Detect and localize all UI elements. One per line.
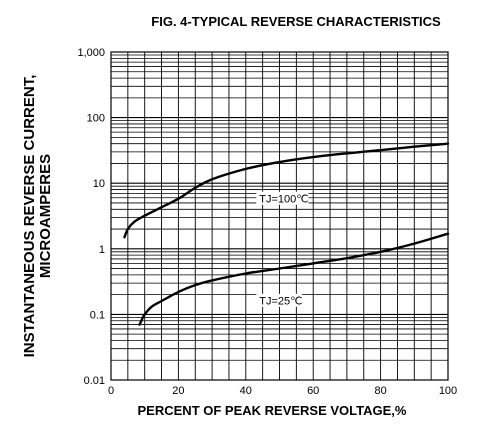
x-tick-label: 80 bbox=[374, 385, 386, 397]
y-tick-label: 0.1 bbox=[90, 309, 105, 321]
curve-annotation: TJ=100℃ bbox=[259, 193, 308, 205]
y-tick-label: 100 bbox=[87, 113, 105, 125]
x-axis-label: PERCENT OF PEAK REVERSE VOLTAGE,% bbox=[138, 403, 407, 418]
annotation-background bbox=[256, 191, 309, 205]
curve-annotations: TJ=100℃ TJ=25℃ bbox=[256, 191, 309, 307]
y-axis-label-line2: MICROAMPERES bbox=[37, 154, 54, 278]
tick-labels: 0 20 40 60 80 100 0.01 0.1 1 10 100 1,000 bbox=[77, 47, 457, 397]
series-line bbox=[123, 142, 450, 239]
y-tick-label: 1 bbox=[99, 244, 105, 256]
curves bbox=[123, 142, 450, 326]
curve-annotation: TJ=25℃ bbox=[259, 295, 302, 307]
grid bbox=[111, 52, 448, 380]
x-tick-label: 100 bbox=[439, 385, 457, 397]
series-line bbox=[138, 232, 450, 326]
annotation-background bbox=[256, 293, 302, 307]
x-tick-label: 20 bbox=[172, 385, 184, 397]
plot-frame bbox=[110, 51, 449, 381]
x-tick-label: 0 bbox=[108, 385, 114, 397]
y-tick-label: 1,000 bbox=[77, 47, 105, 59]
y-tick-label: 10 bbox=[93, 178, 105, 190]
x-tick-label: 40 bbox=[240, 385, 252, 397]
x-tick-label: 60 bbox=[307, 385, 319, 397]
y-tick-label: 0.01 bbox=[84, 375, 105, 387]
y-axis-label-line1: INSTANTANEOUS REVERSE CURRENT, bbox=[21, 75, 38, 358]
chart-title: FIG. 4-TYPICAL REVERSE CHARACTERISTICS bbox=[151, 14, 441, 29]
